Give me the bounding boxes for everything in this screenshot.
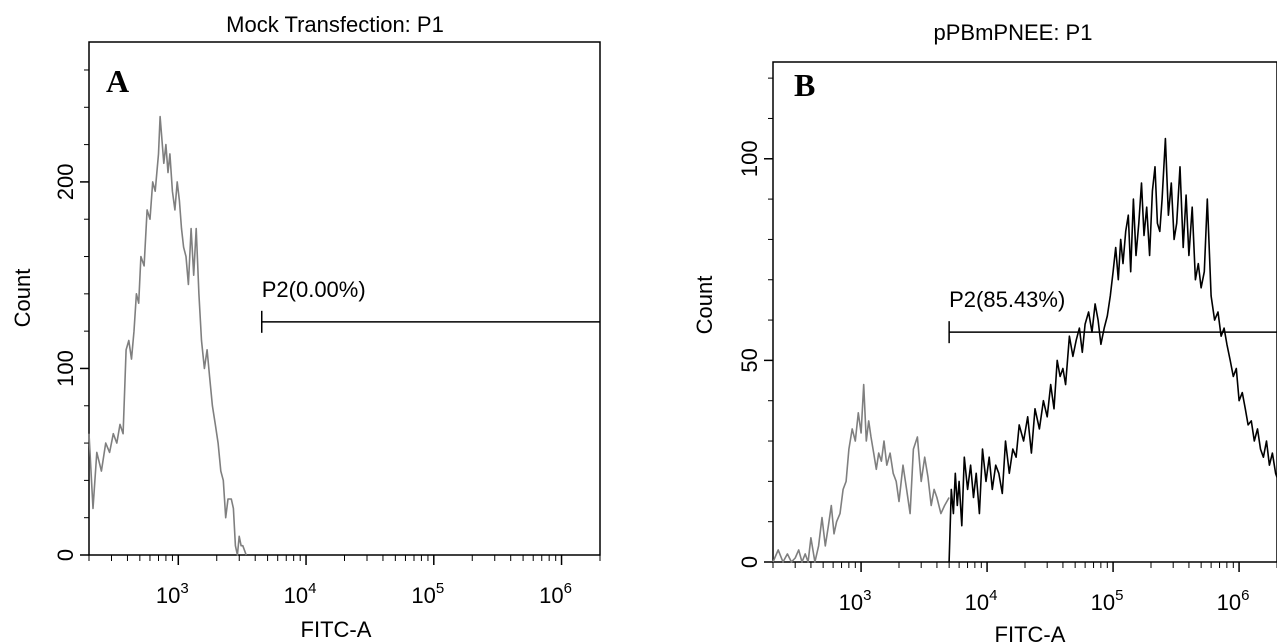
series-line-1 bbox=[88, 115, 247, 556]
x-tick-exponent: 4 bbox=[989, 587, 997, 604]
y-tick-label: 50 bbox=[737, 348, 762, 372]
series-line-1 bbox=[772, 383, 950, 563]
y-tick-label: 200 bbox=[53, 164, 78, 201]
chart-title: Mock Transfection: P1 bbox=[226, 12, 444, 37]
x-tick-base: 10 bbox=[284, 583, 308, 608]
x-tick-exponent: 6 bbox=[564, 580, 572, 597]
series-line-2 bbox=[948, 137, 1277, 563]
x-axis-title: FITC-A bbox=[995, 622, 1066, 642]
x-tick-label: 103 bbox=[156, 580, 189, 608]
x-tick-label: 103 bbox=[839, 587, 872, 615]
x-tick-exponent: 5 bbox=[1115, 587, 1123, 604]
x-tick-base: 10 bbox=[539, 583, 563, 608]
x-axis-title: FITC-A bbox=[301, 617, 372, 642]
x-tick-exponent: 3 bbox=[863, 587, 871, 604]
x-tick-label: 104 bbox=[965, 587, 998, 615]
x-tick-base: 10 bbox=[411, 583, 435, 608]
x-tick-base: 10 bbox=[1091, 590, 1115, 615]
panel-letter: A bbox=[106, 63, 129, 99]
x-tick-exponent: 5 bbox=[436, 580, 444, 597]
y-tick-label: 0 bbox=[737, 556, 762, 568]
gate-label: P2(85.43%) bbox=[949, 287, 1065, 312]
y-axis-title: Count bbox=[692, 276, 717, 335]
x-tick-label: 106 bbox=[1217, 587, 1250, 615]
x-tick-base: 10 bbox=[839, 590, 863, 615]
y-tick-label: 0 bbox=[53, 549, 78, 561]
x-tick-label: 106 bbox=[539, 580, 572, 608]
x-tick-base: 10 bbox=[1217, 590, 1241, 615]
x-tick-base: 10 bbox=[965, 590, 989, 615]
x-tick-base: 10 bbox=[156, 583, 180, 608]
gate-label: P2(0.00%) bbox=[262, 277, 366, 302]
x-tick-label: 105 bbox=[1091, 587, 1124, 615]
x-tick-label: 104 bbox=[284, 580, 317, 608]
chart-title: pPBmPNEE: P1 bbox=[934, 20, 1093, 45]
x-tick-exponent: 4 bbox=[308, 580, 316, 597]
x-tick-label: 105 bbox=[411, 580, 444, 608]
x-tick-exponent: 6 bbox=[1241, 587, 1249, 604]
y-tick-label: 100 bbox=[53, 350, 78, 387]
panel-letter: B bbox=[794, 67, 815, 103]
x-tick-exponent: 3 bbox=[180, 580, 188, 597]
y-axis-title: Count bbox=[10, 269, 35, 328]
y-tick-label: 100 bbox=[737, 140, 762, 177]
